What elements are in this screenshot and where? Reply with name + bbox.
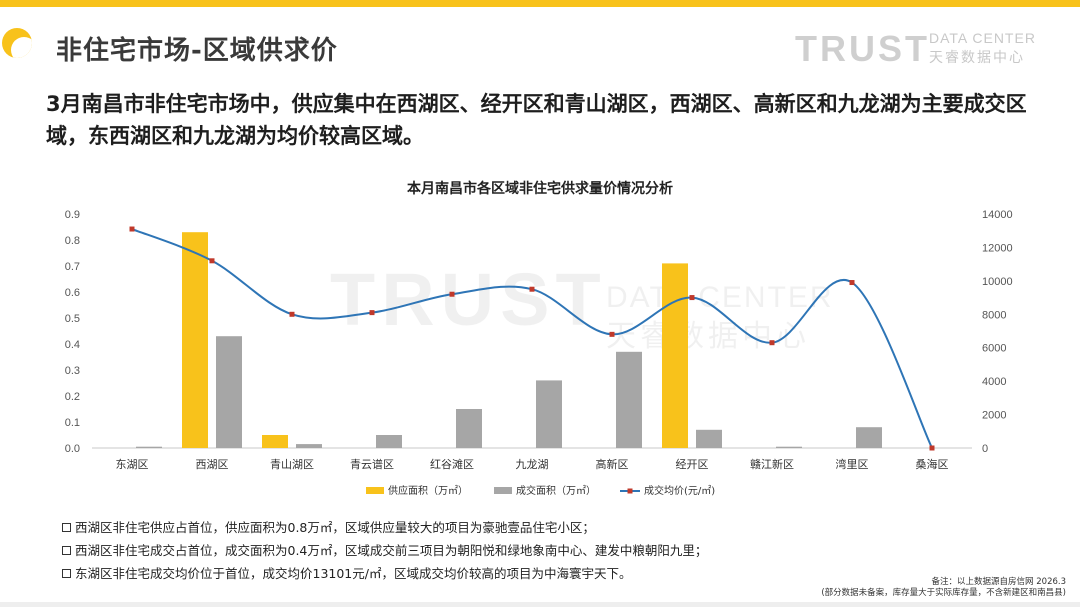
note-text: 东湖区非住宅成交均价位于首位，成交均价13101元/㎡，区域成交均价较高的项目为… [75,566,632,581]
x-axis-tick-label: 高新区 [596,457,629,471]
left-axis-tick-label: 0.8 [65,235,80,247]
price-point [849,280,855,286]
notes-list: 西湖区非住宅供应占首位，供应面积为0.8万㎡，区域供应量较大的项目为豪驰壹品住宅… [62,516,707,585]
logo-main-text: TRUST [795,28,930,69]
right-axis-tick-label: 6000 [982,343,1006,355]
remark-line: 备注：以上数据源自房信网 2026.3 [931,577,1066,587]
note-item: 东湖区非住宅成交均价位于首位，成交均价13101元/㎡，区域成交均价较高的项目为… [62,562,707,585]
supply-bar [662,263,688,448]
deal-bar [616,351,642,448]
price-point [769,340,775,346]
x-axis-tick-label: 桑海区 [916,457,949,471]
price-point [529,286,535,292]
deal-bar [296,444,322,448]
left-axis-tick-label: 0.3 [65,365,80,377]
legend-label-price: 成交均价(元/㎡) [644,484,715,497]
right-axis-tick-label: 0 [982,443,988,455]
logo-sub-cn: 天睿数据中心 [929,50,1025,66]
right-axis-tick-label: 14000 [982,209,1013,221]
supply-demand-price-chart: TRUST DATA CENTER 天睿数据中心 本月南昌市各区域非住宅供求量价情况分… [65,180,1013,497]
page-title: 非住宅市场-区域供求价 [56,36,338,66]
legend-label-supply: 供应面积（万㎡） [388,484,468,497]
checkbox-square-icon [62,523,71,532]
x-axis-tick-label: 东湖区 [116,458,149,471]
price-point [129,226,135,232]
deal-bar [216,336,242,448]
x-axis-tick-label: 赣江新区 [750,457,794,471]
deal-bar [696,429,722,448]
deal-bar [376,435,402,448]
x-axis-tick-label: 青云谱区 [350,457,394,471]
chart-title: 本月南昌市各区域非住宅供求量价情况分析 [407,180,673,197]
left-axis-tick-label: 0.7 [65,261,80,273]
deal-bar [456,409,482,448]
left-axis-tick-label: 0.9 [65,209,80,221]
crescent-icon [2,28,32,58]
left-axis-tick-label: 0.5 [65,313,80,325]
legend-label-deal: 成交面积（万㎡） [516,484,596,497]
left-axis-tick-label: 0.1 [65,417,80,429]
x-axis-tick-label: 红谷滩区 [430,457,474,471]
right-axis-tick-label: 12000 [982,242,1013,254]
top-accent-bar [0,0,1080,7]
price-point [929,445,935,451]
checkbox-square-icon [62,546,71,555]
note-text: 西湖区非住宅供应占首位，供应面积为0.8万㎡，区域供应量较大的项目为豪驰壹品住宅… [75,520,595,535]
right-axis-tick-label: 2000 [982,410,1006,422]
watermark-cn: 天睿数据中心 [606,319,810,354]
summary-text: 3月南昌市非住宅市场中，供应集中在西湖区、经开区和青山湖区，西湖区、高新区和九龙… [46,92,1027,148]
checkbox-square-icon [62,569,71,578]
x-axis-tick-label: 西湖区 [196,458,229,471]
logo-sub-en: DATA CENTER [929,30,1036,46]
remark-line: (部分数据未备案，库存量大于实际库存量，不含新建区和南昌县) [821,588,1066,598]
note-text: 西湖区非住宅成交占首位，成交面积为0.4万㎡，区域成交前三项目为朝阳悦和绿地象南… [75,543,708,558]
price-point [369,310,375,316]
data-source-remark: 备注：以上数据源自房信网 2026.3 (部分数据未备案，库存量大于实际库存量，… [821,577,1066,599]
right-axis-tick-label: 4000 [982,376,1006,388]
x-axis-tick-label: 湾里区 [836,457,869,471]
legend-swatch-deal [494,487,512,494]
supply-bar [262,435,288,448]
watermark-main: TRUST [330,258,607,341]
note-item: 西湖区非住宅成交占首位，成交面积为0.4万㎡，区域成交前三项目为朝阳悦和绿地象南… [62,539,707,562]
x-axis-tick-label: 九龙湖 [516,458,549,471]
right-axis-tick-label: 8000 [982,309,1006,321]
watermark-en: DATA CENTER [606,281,834,314]
price-line [131,228,933,449]
price-point [689,295,695,301]
left-axis-tick-label: 0.0 [65,443,80,455]
price-point [289,311,295,317]
left-axis-tick-label: 0.4 [65,339,80,351]
x-axis-tick-label: 青山湖区 [270,458,314,471]
left-axis-tick-label: 0.6 [65,287,80,299]
note-item: 西湖区非住宅供应占首位，供应面积为0.8万㎡，区域供应量较大的项目为豪驰壹品住宅… [62,516,707,539]
left-axis-tick-label: 0.2 [65,391,80,403]
deal-bar [136,446,162,448]
supply-bar [182,232,208,448]
deal-bar [856,427,882,448]
right-axis-tick-label: 10000 [982,276,1013,288]
bottom-bar [0,602,1080,607]
price-point [209,258,215,264]
deal-bar [776,446,802,448]
price-point [609,331,615,337]
deal-bar [536,380,562,448]
legend-swatch-supply [366,487,384,494]
legend-swatch-price-marker [627,488,633,494]
x-axis-tick-label: 经开区 [676,458,709,471]
price-point [449,291,455,297]
